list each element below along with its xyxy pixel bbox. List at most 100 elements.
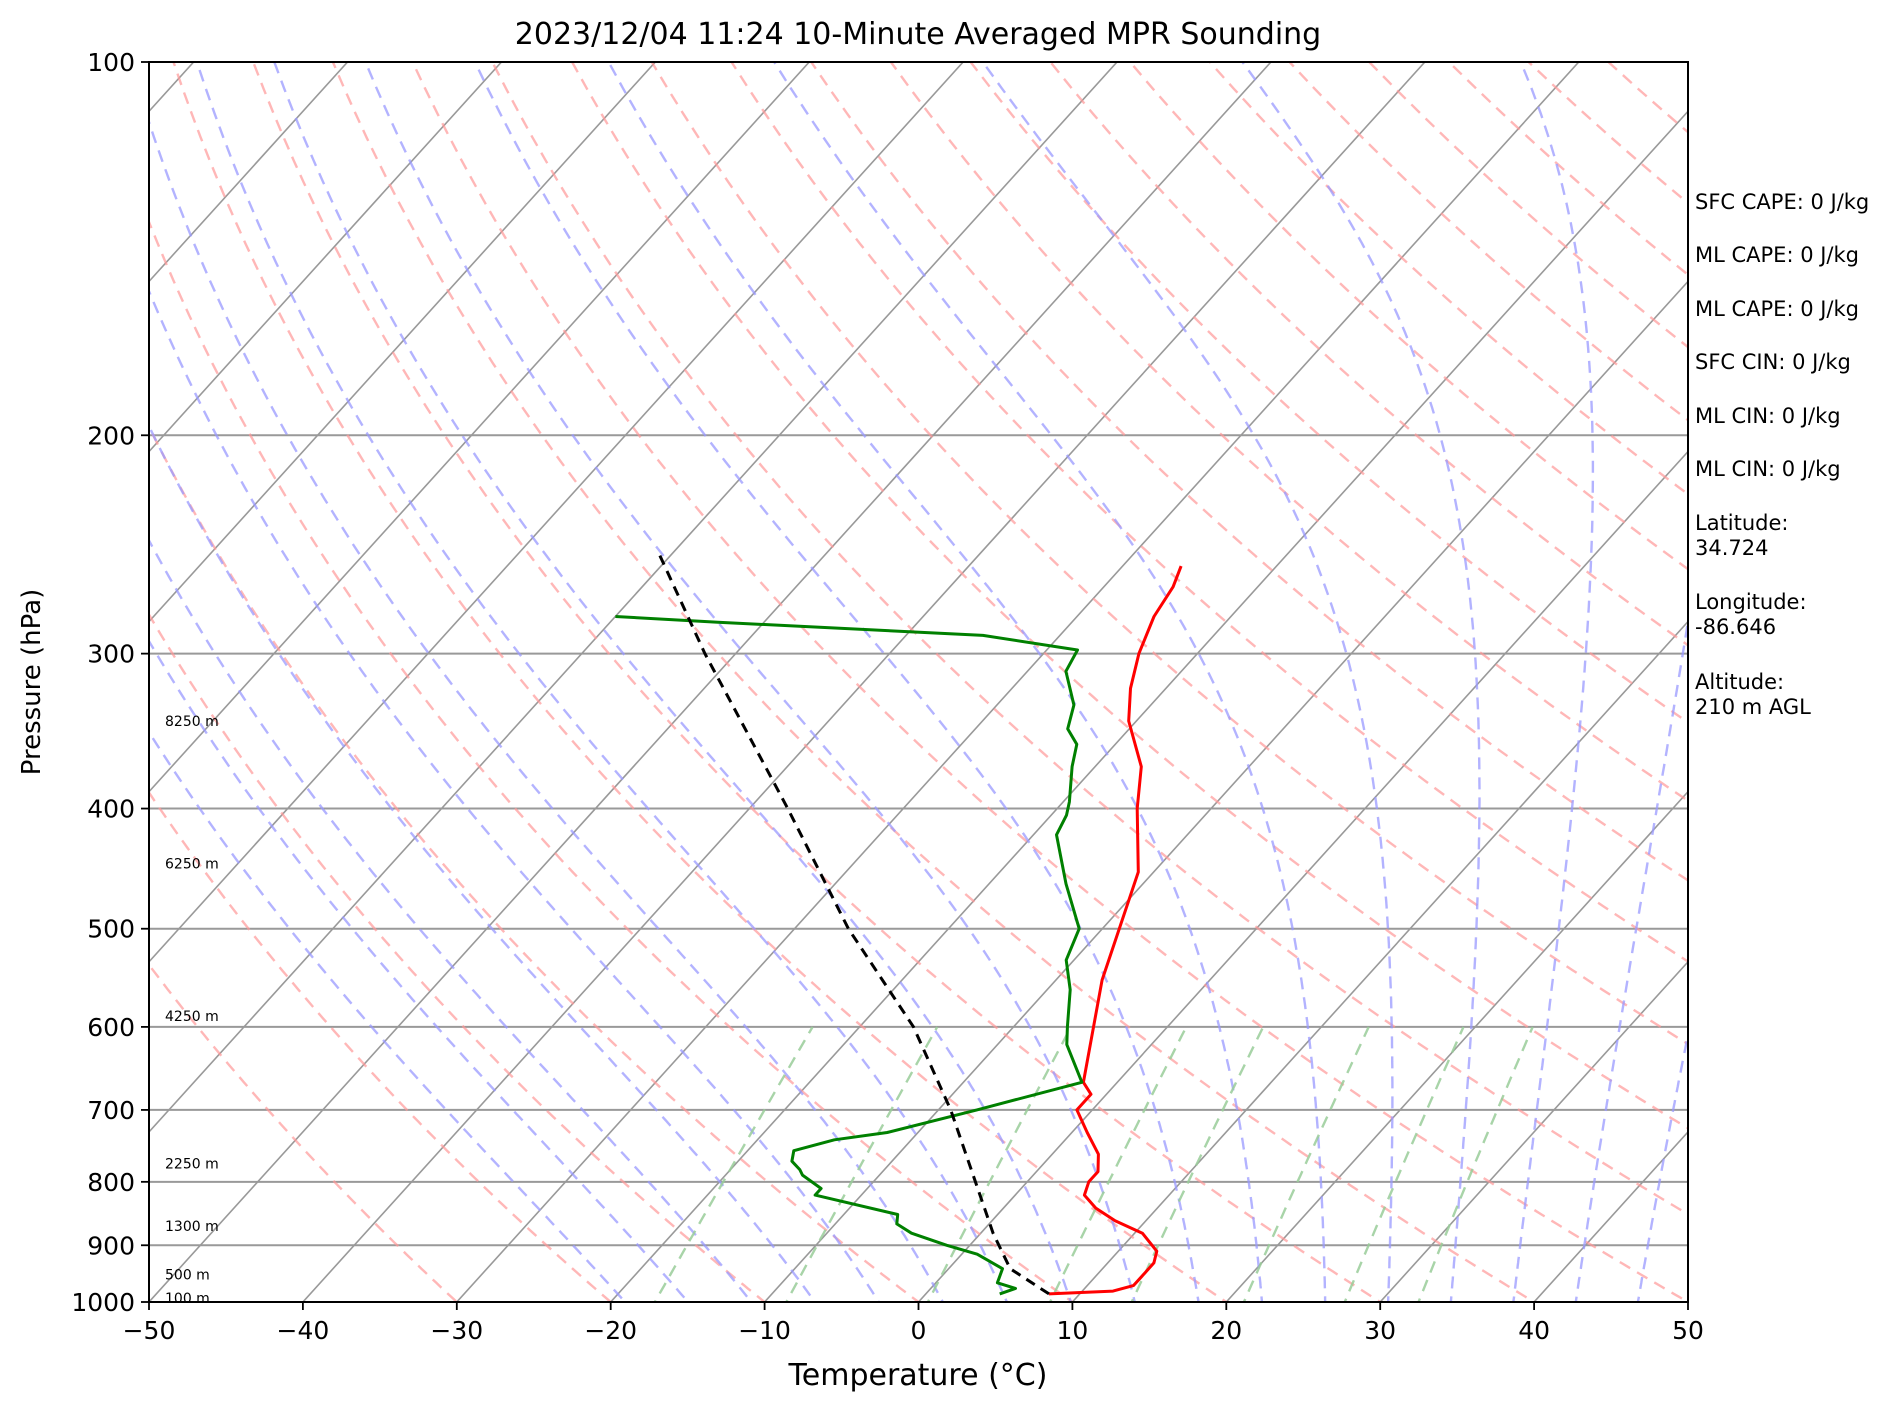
moist-adiabat-line [149,638,690,1302]
moist-adiabat-line [273,62,1073,1302]
stat-longitude: Longitude: -86.646 [1695,590,1807,639]
temperature-profile-line [1048,565,1183,1296]
isotherm-line [149,62,811,793]
isotherm-line [1225,790,1688,1302]
x-tick-label: 20 [1210,1316,1242,1345]
moist-adiabat-line [607,62,1264,1302]
isotherm-line [149,62,503,453]
isotherm-line [149,62,1119,1134]
moist-adiabat-line [195,62,1009,1302]
y-tick-label: 100 [87,48,135,77]
moist-adiabat-line [981,62,1394,1302]
height-labels: 100 m 500 m 1300 m 2250 m 4250 m 6250 m 8250 m [165,714,219,1307]
mixing-ratio-line [1242,1026,1370,1302]
axis-ticks: −50 −40 −30 −20 −10 0 10 20 30 40 50 1000 900 800 700 6… [71,48,1704,1345]
x-tick-label: −10 [738,1316,791,1345]
isotherm-line [1071,620,1688,1302]
isotherm-line [149,62,657,623]
y-tick-label: 800 [87,1168,135,1197]
isotherm-line [1818,34,1893,1328]
isotherm-line [301,62,1426,1302]
stat-ml-cape: ML CAPE: 0 J/kg [1695,243,1860,267]
mixing-ratio-line [1417,1026,1534,1302]
moist-adiabat-line [149,288,881,1302]
dry-adiabat-line [650,62,1688,1046]
x-tick-label: 0 [911,1316,927,1345]
moist-adiabat-line [1241,62,1481,1302]
y-tick-label: 700 [87,1096,135,1125]
moist-adiabat-line [1512,62,1595,1302]
y-tick-label: 1000 [71,1288,135,1317]
isotherm-line [1379,960,1688,1302]
mixing-ratio-line [1343,1026,1465,1302]
x-tick-label: −50 [123,1316,176,1345]
mixing-ratio-line [1048,1026,1188,1302]
dewpoint-profile-line [615,615,1084,1296]
moist-adiabat-line [149,118,945,1302]
background-lines [149,34,1893,1328]
height-label: 100 m [165,1291,210,1307]
dry-adiabat-line [411,62,1688,1302]
dry-adiabat-line [251,62,1383,1302]
mixing-ratio-line [785,1026,939,1302]
x-tick-label: −30 [430,1316,483,1345]
dry-adiabat-line [172,62,1229,1302]
dry-adiabat-line [1128,62,1688,571]
moist-adiabat-line [773,62,1327,1302]
stat-ml-cape-2: ML CAPE: 0 J/kg [1695,297,1860,321]
x-axis-label: Temperature (°C) [788,1358,1048,1393]
chart-title: 2023/12/04 11:24 10-Minute Averaged MPR … [515,17,1321,52]
dry-adiabat-line [149,962,459,1302]
dry-adiabat-line [809,62,1688,882]
stat-ml-cin: ML CIN: 0 J/kg [1695,404,1841,428]
stat-ml-cin-2: ML CIN: 0 J/kg [1695,457,1841,481]
y-tick-label: 300 [87,640,135,669]
stat-sfc-cin: SFC CIN: 0 J/kg [1695,350,1851,374]
x-tick-label: 50 [1672,1316,1704,1345]
moist-adiabat-line [473,62,1200,1302]
y-tick-label: 900 [87,1231,135,1260]
stat-latitude: Latitude: 34.724 [1695,511,1789,560]
height-label: 4250 m [165,1009,219,1025]
moist-adiabat-line [1574,613,1688,1302]
height-label: 2250 m [165,1156,219,1172]
dry-adiabat-line [149,218,1075,1302]
moist-adiabat-line [149,538,753,1302]
isotherm-line [763,280,1688,1302]
y-tick-label: 400 [87,795,135,824]
isotherm-line [149,62,965,963]
stat-altitude: Altitude: 210 m AGL [1695,670,1811,719]
isotherm-line [149,62,349,283]
x-tick-label: −20 [584,1316,637,1345]
y-tick-label: 200 [87,421,135,450]
dry-adiabat-line [149,612,767,1302]
dry-adiabat-line [1447,62,1688,277]
dry-adiabat-line [149,790,613,1302]
dry-adiabat-line [570,62,1688,1130]
isotherm-line [917,450,1688,1302]
height-label: 8250 m [165,714,219,730]
x-tick-label: −40 [277,1316,330,1345]
dry-adiabat-line [490,62,1688,1216]
stat-sfc-cape: SFC CAPE: 0 J/kg [1695,190,1870,214]
mixing-ratio-line [1130,1026,1265,1302]
y-tick-label: 600 [87,1013,135,1042]
y-tick-label: 500 [87,915,135,944]
dry-adiabat-line [1048,62,1688,647]
mixing-ratio-line [926,1026,1073,1302]
dry-adiabat-line [730,62,1688,963]
isotherm-line [609,110,1688,1302]
moist-adiabat-line [149,423,817,1302]
parcel-profile-line [658,554,1050,1296]
mixing-ratio-line [653,1026,814,1302]
x-tick-label: 40 [1518,1316,1550,1345]
height-label: 1300 m [165,1219,219,1235]
dry-adiabat-line [331,62,1537,1302]
isotherm-line [455,62,1580,1302]
height-label: 500 m [165,1267,210,1283]
y-axis-label: Pressure (hPa) [17,589,47,776]
isotherm-line [149,62,1273,1302]
moist-adiabat-line [1636,1028,1688,1302]
plot-frame [148,61,1689,1303]
